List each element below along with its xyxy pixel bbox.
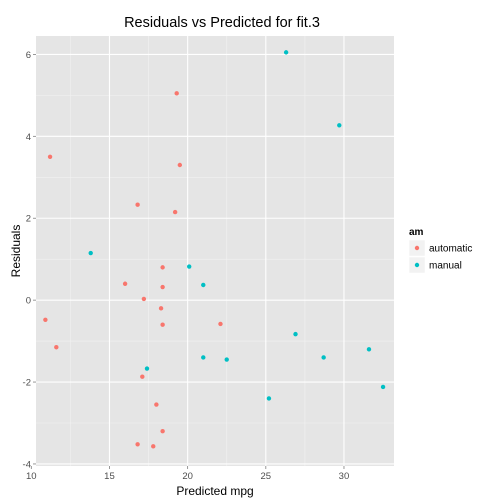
- data-point-automatic: [122, 281, 128, 286]
- data-point-manual: [321, 355, 326, 360]
- data-point-automatic: [154, 402, 159, 407]
- legend-label-automatic: automatic: [429, 244, 472, 255]
- x-tick-label: 15: [104, 471, 115, 482]
- data-point-automatic: [141, 296, 147, 302]
- legend: am automatic manual: [408, 227, 472, 274]
- plot-panel: [36, 36, 394, 466]
- data-point-automatic: [218, 321, 223, 327]
- y-tick-label: 6: [26, 50, 31, 61]
- data-point-manual: [201, 355, 206, 360]
- data-point-manual: [266, 396, 272, 401]
- data-point-manual: [187, 264, 192, 269]
- data-point-automatic: [160, 428, 165, 434]
- data-point-manual: [283, 50, 289, 55]
- data-point-automatic: [135, 202, 140, 207]
- data-point-manual: [366, 347, 372, 352]
- data-point-automatic: [160, 322, 165, 327]
- data-point-manual: [201, 282, 206, 288]
- data-point-automatic: [140, 374, 145, 379]
- x-tick-label: 20: [182, 471, 193, 482]
- x-tick-label: 10: [26, 471, 37, 482]
- data-point-automatic: [160, 265, 165, 270]
- data-point-automatic: [158, 306, 164, 311]
- x-tick-label: 30: [339, 471, 350, 482]
- legend-label-manual: manual: [429, 261, 462, 272]
- y-axis-title: Residuals: [9, 225, 23, 278]
- data-point-automatic: [172, 209, 178, 215]
- y-tick-label: -2: [23, 378, 31, 389]
- data-point-automatic: [151, 444, 156, 449]
- data-point-automatic: [160, 284, 165, 290]
- data-points: [43, 50, 386, 449]
- data-point-automatic: [54, 345, 59, 350]
- chart-title: Residuals vs Predicted for fit.3: [124, 15, 320, 31]
- data-point-automatic: [174, 91, 179, 96]
- y-tick-label: -4: [23, 459, 31, 470]
- data-point-automatic: [135, 442, 140, 447]
- legend-key-point: [414, 262, 420, 268]
- data-point-manual: [88, 250, 93, 256]
- data-point-manual: [144, 366, 150, 371]
- y-axis: -4 -2 0 2 4 6: [23, 50, 36, 470]
- data-point-automatic: [43, 317, 48, 322]
- x-tick-label: 25: [261, 471, 272, 482]
- data-point-manual: [337, 123, 342, 128]
- grid-major: [30, 36, 394, 466]
- x-axis: 10 15 20 25 30: [26, 466, 349, 482]
- y-tick-label: 0: [26, 296, 31, 307]
- legend-title: am: [409, 227, 424, 238]
- data-point-automatic: [47, 154, 53, 160]
- data-point-manual: [293, 331, 298, 337]
- data-point-manual: [380, 384, 386, 390]
- y-tick-label: 4: [26, 132, 31, 143]
- y-tick-label: 2: [26, 214, 31, 225]
- data-point-manual: [224, 357, 229, 362]
- legend-key-point: [414, 245, 420, 251]
- data-point-automatic: [177, 162, 183, 168]
- grid-minor: [36, 36, 394, 466]
- x-axis-title: Predicted mpg: [176, 484, 253, 498]
